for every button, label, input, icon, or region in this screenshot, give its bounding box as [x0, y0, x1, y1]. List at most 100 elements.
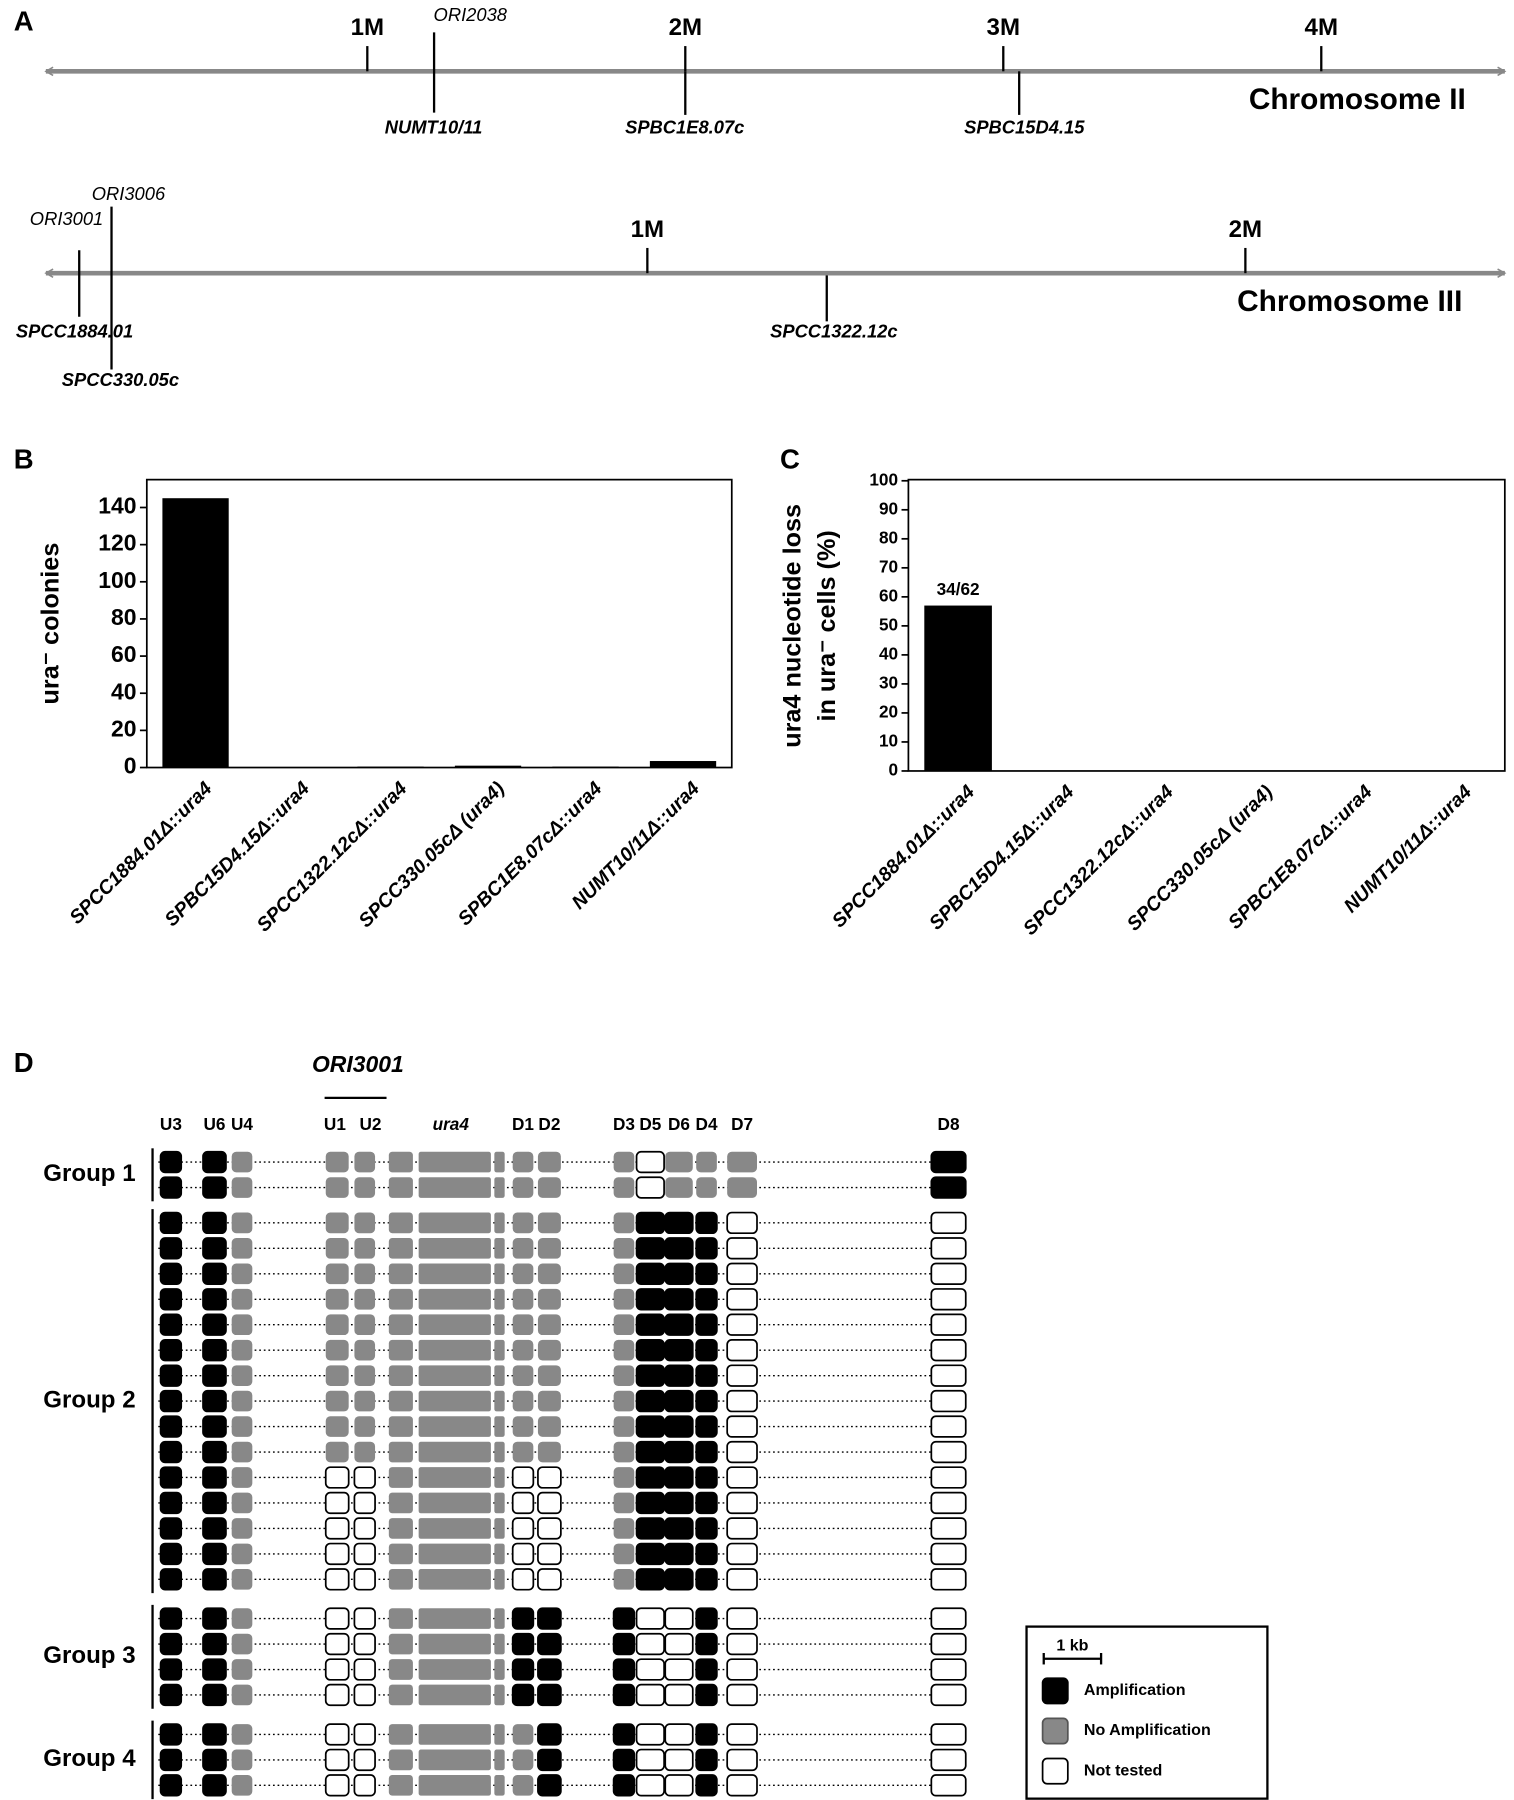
cell	[159, 1774, 183, 1797]
cell	[726, 1491, 758, 1515]
cell	[537, 1491, 562, 1515]
cell	[202, 1364, 227, 1387]
cassette	[418, 1441, 491, 1463]
origin-label: ORI3001	[30, 208, 103, 229]
cell	[726, 1774, 758, 1797]
cell	[231, 1749, 253, 1771]
cell	[726, 1466, 758, 1489]
cassette	[418, 1263, 491, 1285]
cell	[664, 1632, 694, 1656]
cell	[354, 1263, 376, 1285]
cell	[231, 1543, 253, 1565]
cell	[635, 1632, 665, 1656]
cell	[537, 1568, 562, 1591]
cell	[353, 1723, 376, 1746]
cell	[635, 1774, 665, 1797]
cell	[612, 1658, 636, 1681]
cell	[231, 1288, 253, 1310]
chromosome-name: Chromosome III	[1237, 285, 1462, 318]
cell	[635, 1466, 665, 1489]
cell	[664, 1683, 694, 1707]
cell	[324, 1632, 350, 1656]
y-tick-label: 0	[124, 753, 137, 779]
cassette	[494, 1177, 505, 1198]
cell	[664, 1466, 694, 1489]
cell	[695, 1339, 718, 1362]
y-tick-label: 120	[98, 530, 136, 556]
cell	[202, 1466, 227, 1489]
cell	[202, 1262, 227, 1285]
cell	[695, 1683, 718, 1707]
origin-label: ORI3001	[312, 1051, 404, 1077]
cassette	[418, 1365, 491, 1386]
cell	[930, 1466, 967, 1489]
column-label: D5	[639, 1114, 661, 1134]
cell	[727, 1177, 757, 1198]
cell	[159, 1389, 183, 1413]
cell	[930, 1176, 967, 1199]
cell	[325, 1339, 349, 1361]
cell	[202, 1313, 227, 1336]
cell	[695, 1658, 718, 1681]
cassette	[418, 1151, 491, 1173]
cell	[353, 1568, 376, 1591]
cell	[159, 1440, 183, 1464]
tick-label: 1M	[631, 216, 664, 243]
y-tick-label: 100	[98, 567, 136, 593]
cell	[612, 1632, 636, 1656]
panel-label: B	[14, 444, 34, 475]
bar	[357, 766, 424, 768]
column-label: D4	[696, 1114, 718, 1134]
cell	[726, 1262, 758, 1285]
cell	[231, 1492, 253, 1514]
cassette	[494, 1775, 505, 1796]
cell	[665, 1151, 693, 1173]
cell	[726, 1389, 758, 1413]
cassette	[494, 1151, 505, 1173]
cell	[930, 1237, 967, 1260]
cell	[512, 1238, 534, 1259]
cell	[664, 1288, 694, 1311]
cell	[726, 1237, 758, 1260]
cell	[930, 1440, 967, 1464]
cell	[353, 1607, 376, 1630]
cell	[159, 1568, 183, 1591]
cell	[726, 1658, 758, 1681]
bar	[162, 498, 229, 768]
cassette	[418, 1467, 491, 1488]
cell	[231, 1390, 253, 1412]
cell	[231, 1684, 253, 1706]
cell	[202, 1683, 227, 1707]
cell	[930, 1313, 967, 1336]
cell	[511, 1466, 535, 1489]
cassette	[388, 1416, 413, 1437]
cell	[324, 1607, 350, 1630]
cell	[353, 1632, 376, 1656]
y-tick-label: 30	[879, 672, 898, 692]
cassette	[388, 1212, 413, 1234]
cell	[664, 1339, 694, 1362]
cell	[613, 1212, 635, 1234]
cell	[231, 1608, 253, 1629]
column-label: U3	[160, 1114, 182, 1134]
cell	[612, 1723, 636, 1746]
gene-label: SPCC1884.01	[16, 321, 133, 342]
cell	[635, 1683, 665, 1707]
cell	[325, 1151, 349, 1173]
cell	[930, 1389, 967, 1413]
cell	[696, 1177, 717, 1198]
cell	[159, 1517, 183, 1540]
column-label: D7	[731, 1114, 753, 1134]
column-label: D3	[613, 1114, 635, 1134]
cell	[726, 1364, 758, 1387]
cell	[159, 1466, 183, 1489]
cell	[930, 1774, 967, 1797]
cell	[665, 1177, 693, 1198]
cell	[159, 1237, 183, 1260]
cell	[635, 1658, 665, 1681]
cassette	[388, 1608, 413, 1629]
cell	[325, 1177, 349, 1198]
cassette	[388, 1314, 413, 1336]
cell	[695, 1415, 718, 1438]
cell	[511, 1632, 535, 1656]
